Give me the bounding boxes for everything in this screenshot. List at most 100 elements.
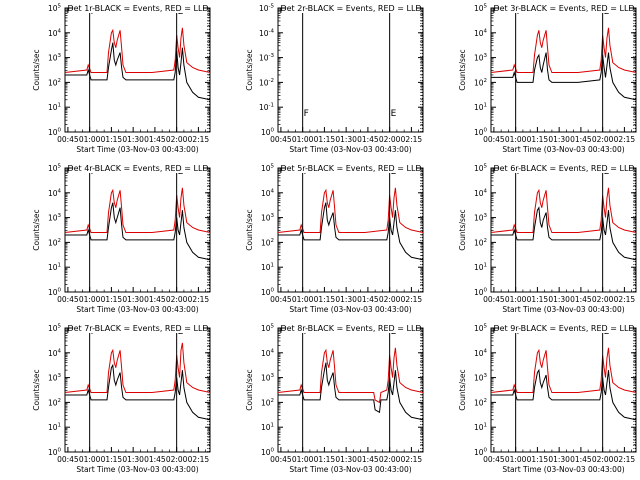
- y-tick-exponent: 4: [58, 188, 62, 194]
- y-tick-label: 101: [474, 423, 487, 433]
- y-tick-exponent: 0: [271, 128, 275, 134]
- y-tick-label: 103: [48, 53, 62, 63]
- y-tick-label: 101: [474, 263, 487, 273]
- y-tick-exponent: 4: [484, 28, 488, 34]
- x-tick-label: 02:00: [166, 295, 188, 304]
- panel-title: Det 5r-BLACK = Events, RED = LLD: [280, 164, 421, 173]
- x-axis-label: Start Time (03-Nov-03 00:43:00): [502, 305, 624, 314]
- y-tick-exponent: 3: [484, 213, 488, 219]
- x-tick-label: 01:15: [527, 295, 549, 304]
- y-tick-exponent: 0: [484, 288, 488, 294]
- x-tick-label: 00:45: [270, 295, 292, 304]
- y-tick-label: 103: [474, 213, 488, 223]
- x-tick-label: 01:30: [122, 295, 144, 304]
- x-tick-label: 00:45: [57, 295, 79, 304]
- x-tick-label: 02:00: [166, 455, 188, 464]
- title-backdrop: [499, 162, 629, 173]
- y-tick-label: 100: [474, 448, 488, 458]
- y-tick-label: 105: [474, 4, 488, 14]
- x-tick-label: 01:45: [570, 295, 592, 304]
- y-tick-label: 101: [48, 103, 61, 113]
- y-tick-label: 101: [48, 263, 61, 273]
- x-tick-label: 02:00: [166, 135, 188, 144]
- y-tick-label: 104: [474, 188, 488, 198]
- y-tick-exponent: 0: [58, 448, 62, 454]
- y-tick-exponent: 4: [484, 348, 488, 354]
- title-backdrop: [499, 2, 629, 13]
- y-tick-exponent: 3: [58, 213, 62, 219]
- y-tick-label: 100: [48, 288, 62, 298]
- y-tick-exponent: 1: [271, 263, 275, 269]
- y-tick-label: 105: [261, 164, 275, 174]
- y-tick-exponent: 3: [58, 373, 62, 379]
- y-tick-label: 105: [48, 324, 62, 334]
- events-series-line: [65, 42, 211, 101]
- x-tick-label: 02:15: [188, 295, 210, 304]
- x-axis-label: Start Time (03-Nov-03 00:43:00): [76, 145, 198, 154]
- x-tick-label: 02:15: [188, 135, 210, 144]
- y-tick-exponent: 4: [484, 188, 488, 194]
- y-tick-label: 102: [261, 398, 274, 408]
- x-tick-label: 01:45: [144, 295, 166, 304]
- x-tick-label: 00:45: [483, 135, 505, 144]
- y-tick-label: 104: [474, 348, 488, 358]
- lld-series-line: [64, 27, 211, 73]
- events-series-line: [65, 202, 211, 261]
- y-tick-exponent: -3: [269, 53, 275, 59]
- x-tick-label: 01:00: [292, 135, 314, 144]
- y-tick-label: 100: [48, 128, 62, 138]
- x-tick-label: 01:30: [335, 295, 357, 304]
- y-tick-exponent: 0: [271, 288, 275, 294]
- y-axis-label: Counts/sec: [245, 369, 254, 410]
- y-tick-exponent: 2: [58, 398, 62, 404]
- panel-title: Det 8r-BLACK = Events, RED = LLD: [280, 324, 421, 333]
- x-tick-label: 01:00: [505, 295, 527, 304]
- y-tick-exponent: 4: [271, 188, 275, 194]
- y-tick-label: 103: [474, 53, 488, 63]
- y-tick-exponent: 1: [484, 423, 488, 429]
- y-tick-label: 103: [261, 213, 275, 223]
- y-tick-label: 103: [474, 373, 488, 383]
- x-tick-label: 01:15: [527, 135, 549, 144]
- y-axis-label: Counts/sec: [245, 209, 254, 250]
- y-tick-label: 102: [474, 78, 487, 88]
- x-tick-label: 01:00: [505, 455, 527, 464]
- x-tick-label: 01:15: [101, 295, 123, 304]
- x-tick-label: 01:00: [79, 295, 101, 304]
- lld-series-line: [64, 342, 211, 393]
- y-tick-label: 101: [261, 263, 274, 273]
- y-tick-exponent: 5: [484, 324, 488, 330]
- y-tick-exponent: 2: [484, 398, 488, 404]
- plot-frame: [277, 7, 424, 133]
- y-tick-label: 102: [474, 398, 487, 408]
- y-tick-exponent: 3: [484, 373, 488, 379]
- x-tick-label: 01:00: [505, 135, 527, 144]
- y-tick-label: 10-1: [259, 103, 274, 113]
- x-tick-label: 01:15: [101, 135, 123, 144]
- y-tick-label: 104: [48, 188, 62, 198]
- y-tick-label: 10-5: [259, 4, 275, 14]
- x-tick-label: 01:30: [122, 135, 144, 144]
- y-tick-exponent: 5: [58, 324, 62, 330]
- title-backdrop: [73, 322, 203, 333]
- title-backdrop: [286, 2, 416, 13]
- y-tick-label: 102: [48, 398, 61, 408]
- y-axis-label: Counts/sec: [458, 209, 467, 250]
- y-tick-label: 105: [474, 324, 488, 334]
- y-tick-label: 103: [261, 373, 275, 383]
- title-backdrop: [286, 322, 416, 333]
- y-tick-exponent: 1: [484, 263, 488, 269]
- lld-series-line: [490, 347, 637, 393]
- lld-series-line: [277, 347, 424, 404]
- y-tick-label: 100: [261, 128, 275, 138]
- y-tick-label: 10-4: [259, 28, 275, 38]
- y-axis-label: Counts/sec: [32, 49, 41, 90]
- y-tick-label: 101: [48, 423, 61, 433]
- y-tick-label: 103: [48, 213, 62, 223]
- x-tick-label: 00:45: [483, 295, 505, 304]
- y-tick-label: 105: [48, 164, 62, 174]
- x-axis-label: Start Time (03-Nov-03 00:43:00): [289, 145, 411, 154]
